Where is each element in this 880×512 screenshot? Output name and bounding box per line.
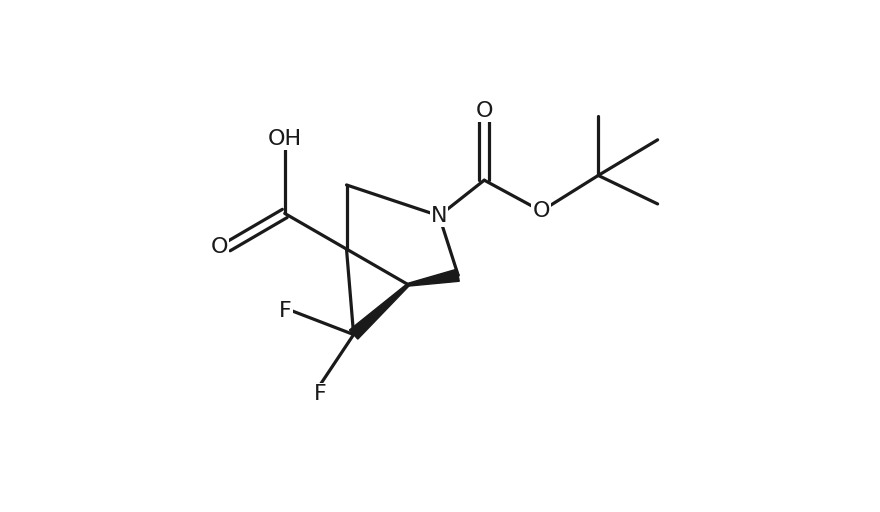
- Text: O: O: [475, 101, 493, 121]
- Text: F: F: [314, 385, 326, 404]
- Polygon shape: [408, 269, 459, 286]
- Polygon shape: [349, 284, 409, 339]
- Text: O: O: [532, 201, 550, 221]
- Text: F: F: [279, 301, 292, 321]
- Text: O: O: [210, 237, 228, 257]
- Text: OH: OH: [268, 130, 302, 150]
- Text: N: N: [431, 206, 447, 226]
